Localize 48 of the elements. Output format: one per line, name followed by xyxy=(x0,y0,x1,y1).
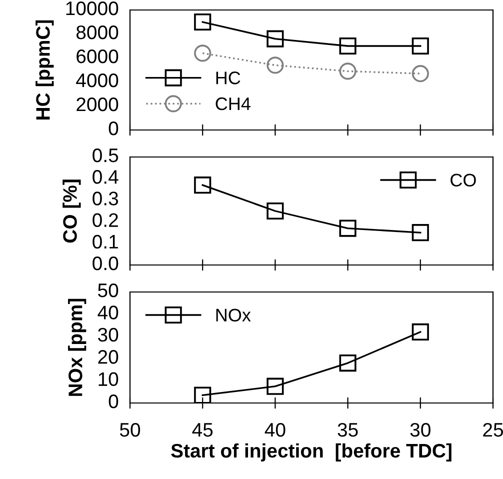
y-tick-label: 6000 xyxy=(76,49,118,64)
point xyxy=(266,202,284,220)
x-tick-label: 45 xyxy=(192,423,213,437)
legend-label: NOx xyxy=(216,308,251,322)
point xyxy=(412,323,429,341)
y-tick-label: 0.0 xyxy=(92,256,118,270)
y-tick-label: 10000 xyxy=(66,1,118,16)
x-tick-label: 50 xyxy=(120,422,140,437)
y-tick-label: 50 xyxy=(98,283,118,298)
legend-label: CO xyxy=(450,174,476,187)
point xyxy=(194,386,212,403)
point xyxy=(194,44,212,62)
y-tick-label: 4000 xyxy=(76,73,118,88)
y-axis-title: HC [ppmC] xyxy=(36,20,54,120)
x-tick-label: 35 xyxy=(338,422,358,437)
legend-label: CH4 xyxy=(216,97,250,110)
point xyxy=(412,37,429,55)
point xyxy=(339,220,356,237)
point xyxy=(339,37,356,55)
y-tick-label: 0.3 xyxy=(92,192,118,206)
y-tick-label: 8000 xyxy=(76,25,118,40)
point xyxy=(339,62,356,80)
point xyxy=(266,378,284,395)
legend-label: HC xyxy=(216,72,240,84)
y-tick-label: 20 xyxy=(98,350,118,364)
y-tick-label: 10 xyxy=(98,372,118,386)
y-tick-label: 0 xyxy=(108,394,118,408)
y-axis-title: NOx [ppm] xyxy=(68,298,86,396)
y-tick-label: 0.2 xyxy=(92,213,118,228)
y-tick-label: 0.1 xyxy=(92,234,118,249)
y-tick-label: 30 xyxy=(98,328,118,342)
y-tick-label: 0 xyxy=(108,121,118,136)
x-tick-label: 25 xyxy=(483,422,503,437)
point xyxy=(266,30,284,48)
x-tick-label: 30 xyxy=(410,422,430,437)
point xyxy=(266,56,284,74)
y-tick-label: 0.5 xyxy=(92,148,118,162)
y-axis-title: CO [%] xyxy=(62,180,81,243)
y-tick-label: 2000 xyxy=(76,97,118,112)
point xyxy=(412,224,429,242)
point xyxy=(339,354,356,372)
point xyxy=(194,13,212,31)
point xyxy=(194,176,212,194)
x-tick-label: 40 xyxy=(264,422,286,437)
point xyxy=(412,65,429,82)
y-tick-label: 0.4 xyxy=(92,170,118,184)
x-axis-title: Start of injection [before TDC] xyxy=(171,443,452,462)
y-tick-label: 40 xyxy=(98,306,118,320)
